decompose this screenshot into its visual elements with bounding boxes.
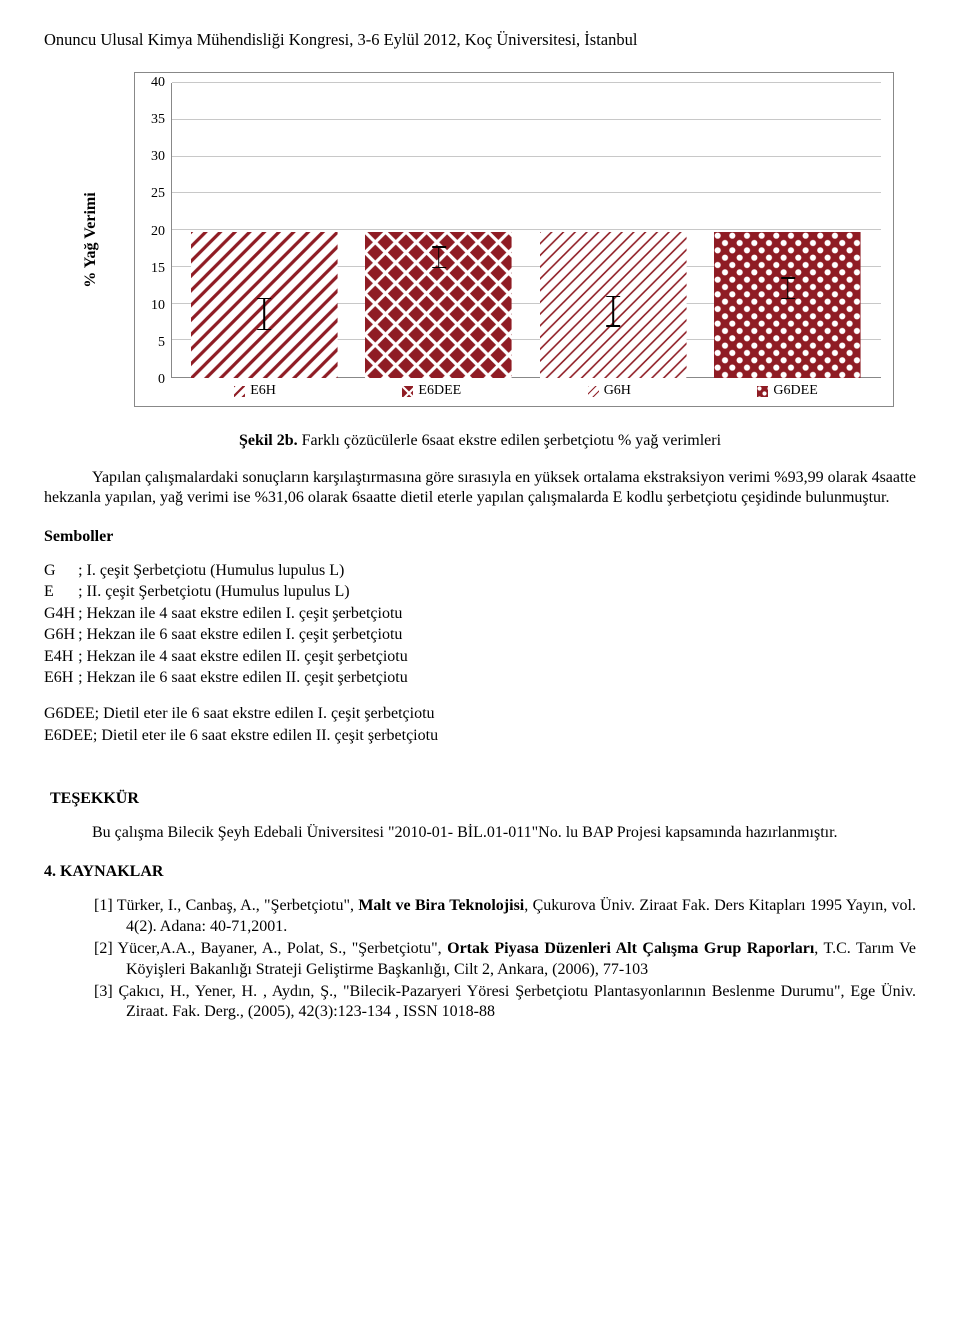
legend-item: E6DEE (402, 382, 461, 400)
chart-y-ticks: 0 5 10 15 20 25 30 35 40 (135, 73, 171, 406)
bar-slot (177, 232, 352, 379)
legend-item: G6DEE (757, 382, 817, 400)
symbol-desc: ; Hekzan ile 4 saat ekstre edilen I. çeş… (78, 604, 411, 625)
legend-label: G6H (604, 382, 631, 400)
y-tick-label: 20 (151, 223, 165, 241)
references-list: [1] Türker, I., Canbaş, A., "Şerbetçiotu… (44, 896, 916, 1023)
reference-item: [3] Çakıcı, H., Yener, H. , Aydın, Ş., "… (94, 982, 916, 1023)
error-bar (263, 298, 265, 331)
reference-item: [2] Yücer,A.A., Bayaner, A., Polat, S., … (94, 939, 916, 980)
page-header: Onuncu Ulusal Kimya Mühendisliği Kongres… (44, 29, 916, 50)
y-tick-label: 10 (151, 297, 165, 315)
y-tick-label: 0 (158, 371, 165, 389)
symbol-key: E4H (44, 647, 78, 668)
symbol-row: G6H; Hekzan ile 6 saat ekstre edilen I. … (44, 625, 411, 646)
legend-label: G6DEE (773, 382, 817, 400)
bar-chart: % Yağ Verimi 0510152025303540 E6HE6DEEG6… (134, 72, 894, 407)
legend-swatch-icon (234, 386, 245, 397)
symbols-heading: Semboller (44, 527, 916, 547)
error-bar (438, 246, 440, 268)
y-tick-label: 15 (151, 260, 165, 278)
chart-legend: E6H E6DEE G6H G6DEE (171, 380, 881, 402)
symbol-desc: ; Hekzan ile 6 saat ekstre edilen I. çeş… (78, 625, 411, 646)
reference-item: [1] Türker, I., Canbaş, A., "Şerbetçiotu… (94, 896, 916, 937)
symbol-row: E6H; Hekzan ile 6 saat ekstre edilen II.… (44, 668, 411, 689)
body-paragraph: Yapılan çalışmalardaki sonuçların karşıl… (44, 468, 916, 509)
symbol-extra-line: E6DEE; Dietil eter ile 6 saat ekstre edi… (44, 726, 916, 746)
symbol-row: E; II. çeşit Şerbetçiotu (Humulus lupulu… (44, 582, 411, 603)
symbol-key: G (44, 561, 78, 582)
figure-caption-text: Farklı çözücülerle 6saat ekstre edilen ş… (298, 432, 721, 449)
symbol-key: E (44, 582, 78, 603)
legend-label: E6DEE (418, 382, 461, 400)
y-tick-label: 5 (158, 334, 165, 352)
y-tick-label: 25 (151, 186, 165, 204)
symbols-table: G; I. çeşit Şerbetçiotu (Humulus lupulus… (44, 561, 411, 690)
thanks-body: Bu çalışma Bilecik Şeyh Edebali Üniversi… (44, 823, 916, 843)
figure-caption-prefix: Şekil 2b. (239, 432, 298, 449)
y-tick-label: 30 (151, 148, 165, 166)
bar-slot (352, 232, 527, 379)
chart-bars (171, 83, 881, 378)
symbol-row: E4H; Hekzan ile 4 saat ekstre edilen II.… (44, 647, 411, 668)
symbol-key: G6H (44, 625, 78, 646)
bar-slot (526, 232, 701, 379)
y-tick-label: 40 (151, 74, 165, 92)
chart-y-label: % Yağ Verimi (81, 192, 101, 287)
legend-swatch-icon (402, 386, 413, 397)
error-bar (612, 296, 614, 327)
legend-item: E6H (234, 382, 276, 400)
symbol-desc: ; I. çeşit Şerbetçiotu (Humulus lupulus … (78, 561, 411, 582)
bar-G6DEE (714, 232, 861, 379)
figure-caption: Şekil 2b. Farklı çözücülerle 6saat ekstr… (44, 431, 916, 451)
symbol-key: E6H (44, 668, 78, 689)
legend-swatch-icon (757, 386, 768, 397)
symbol-key: G4H (44, 604, 78, 625)
symbol-row: G; I. çeşit Şerbetçiotu (Humulus lupulus… (44, 561, 411, 582)
error-bar (787, 277, 789, 299)
legend-label: E6H (250, 382, 276, 400)
legend-swatch-icon (588, 386, 599, 397)
symbol-desc: ; II. çeşit Şerbetçiotu (Humulus lupulus… (78, 582, 411, 603)
symbol-desc: ; Hekzan ile 4 saat ekstre edilen II. çe… (78, 647, 411, 668)
legend-item: G6H (588, 382, 631, 400)
symbol-row: G4H; Hekzan ile 4 saat ekstre edilen I. … (44, 604, 411, 625)
symbol-desc: ; Hekzan ile 6 saat ekstre edilen II. çe… (78, 668, 411, 689)
y-tick-label: 35 (151, 111, 165, 129)
symbol-extra-line: G6DEE; Dietil eter ile 6 saat ekstre edi… (44, 704, 916, 724)
thanks-heading: TEŞEKKÜR (50, 789, 916, 809)
bar-slot (701, 232, 876, 379)
references-heading: 4. KAYNAKLAR (44, 862, 916, 882)
